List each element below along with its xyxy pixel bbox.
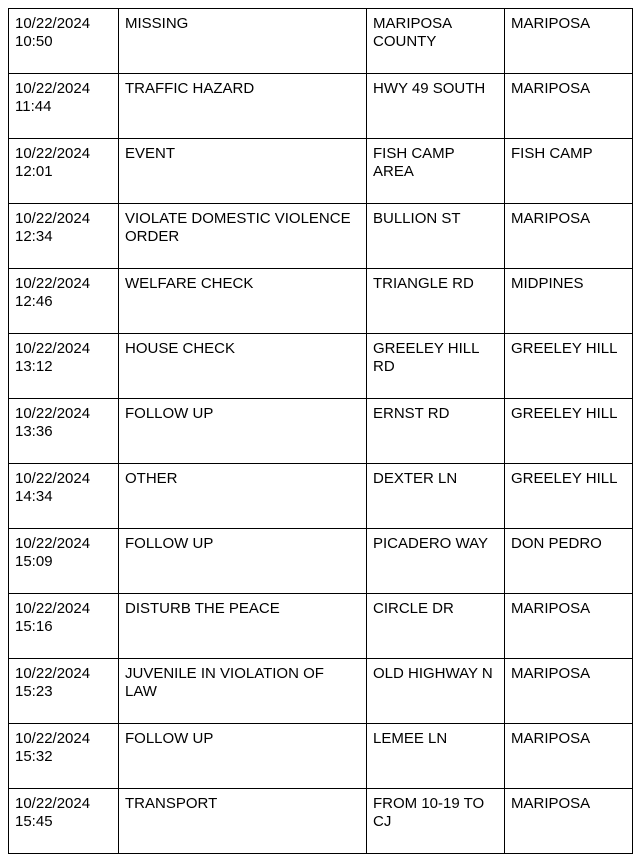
cell-location: LEMEE LN bbox=[367, 724, 505, 789]
cell-location: CIRCLE DR bbox=[367, 594, 505, 659]
table-row: 10/22/2024 11:44TRAFFIC HAZARDHWY 49 SOU… bbox=[9, 74, 633, 139]
cell-datetime: 10/22/2024 15:09 bbox=[9, 529, 119, 594]
cell-datetime: 10/22/2024 12:46 bbox=[9, 269, 119, 334]
cell-incident: FOLLOW UP bbox=[119, 399, 367, 464]
table-row: 10/22/2024 15:09FOLLOW UPPICADERO WAYDON… bbox=[9, 529, 633, 594]
cell-city: MARIPOSA bbox=[505, 724, 633, 789]
cell-incident: TRAFFIC HAZARD bbox=[119, 74, 367, 139]
cell-location: GREELEY HILL RD bbox=[367, 334, 505, 399]
table-row: 10/22/2024 15:16DISTURB THE PEACECIRCLE … bbox=[9, 594, 633, 659]
cell-incident: MISSING bbox=[119, 9, 367, 74]
table-row: 10/22/2024 10:50MISSINGMARIPOSA COUNTYMA… bbox=[9, 9, 633, 74]
table-row: 10/22/2024 12:01EVENTFISH CAMP AREAFISH … bbox=[9, 139, 633, 204]
cell-datetime: 10/22/2024 10:50 bbox=[9, 9, 119, 74]
cell-city: MARIPOSA bbox=[505, 74, 633, 139]
table-row: 10/22/2024 12:34VIOLATE DOMESTIC VIOLENC… bbox=[9, 204, 633, 269]
cell-incident: FOLLOW UP bbox=[119, 529, 367, 594]
cell-location: OLD HIGHWAY N bbox=[367, 659, 505, 724]
table-row: 10/22/2024 14:34OTHERDEXTER LNGREELEY HI… bbox=[9, 464, 633, 529]
cell-incident: WELFARE CHECK bbox=[119, 269, 367, 334]
cell-datetime: 10/22/2024 15:23 bbox=[9, 659, 119, 724]
cell-city: MIDPINES bbox=[505, 269, 633, 334]
table-row: 10/22/2024 13:12HOUSE CHECKGREELEY HILL … bbox=[9, 334, 633, 399]
cell-incident: DISTURB THE PEACE bbox=[119, 594, 367, 659]
cell-datetime: 10/22/2024 15:32 bbox=[9, 724, 119, 789]
cell-location: ERNST RD bbox=[367, 399, 505, 464]
cell-city: MARIPOSA bbox=[505, 659, 633, 724]
cell-location: FROM 10-19 TO CJ bbox=[367, 789, 505, 854]
cell-city: GREELEY HILL bbox=[505, 464, 633, 529]
cell-datetime: 10/22/2024 13:36 bbox=[9, 399, 119, 464]
cell-incident: EVENT bbox=[119, 139, 367, 204]
cell-incident: TRANSPORT bbox=[119, 789, 367, 854]
cell-location: DEXTER LN bbox=[367, 464, 505, 529]
cell-datetime: 10/22/2024 12:34 bbox=[9, 204, 119, 269]
cell-incident: HOUSE CHECK bbox=[119, 334, 367, 399]
cell-datetime: 10/22/2024 14:34 bbox=[9, 464, 119, 529]
cell-city: MARIPOSA bbox=[505, 204, 633, 269]
cell-location: HWY 49 SOUTH bbox=[367, 74, 505, 139]
cell-incident: FOLLOW UP bbox=[119, 724, 367, 789]
cell-city: FISH CAMP bbox=[505, 139, 633, 204]
table-row: 10/22/2024 15:32FOLLOW UPLEMEE LNMARIPOS… bbox=[9, 724, 633, 789]
cell-incident: VIOLATE DOMESTIC VIOLENCE ORDER bbox=[119, 204, 367, 269]
table-row: 10/22/2024 15:23JUVENILE IN VIOLATION OF… bbox=[9, 659, 633, 724]
cell-incident: OTHER bbox=[119, 464, 367, 529]
cell-location: PICADERO WAY bbox=[367, 529, 505, 594]
cell-location: FISH CAMP AREA bbox=[367, 139, 505, 204]
cell-datetime: 10/22/2024 12:01 bbox=[9, 139, 119, 204]
cell-city: DON PEDRO bbox=[505, 529, 633, 594]
incident-log-table: 10/22/2024 10:50MISSINGMARIPOSA COUNTYMA… bbox=[8, 8, 633, 854]
table-row: 10/22/2024 12:46WELFARE CHECKTRIANGLE RD… bbox=[9, 269, 633, 334]
incident-log-tbody: 10/22/2024 10:50MISSINGMARIPOSA COUNTYMA… bbox=[9, 9, 633, 854]
cell-city: MARIPOSA bbox=[505, 9, 633, 74]
cell-incident: JUVENILE IN VIOLATION OF LAW bbox=[119, 659, 367, 724]
table-row: 10/22/2024 13:36FOLLOW UPERNST RDGREELEY… bbox=[9, 399, 633, 464]
cell-city: GREELEY HILL bbox=[505, 399, 633, 464]
cell-datetime: 10/22/2024 15:45 bbox=[9, 789, 119, 854]
cell-location: TRIANGLE RD bbox=[367, 269, 505, 334]
cell-city: MARIPOSA bbox=[505, 789, 633, 854]
cell-datetime: 10/22/2024 13:12 bbox=[9, 334, 119, 399]
cell-city: GREELEY HILL bbox=[505, 334, 633, 399]
cell-datetime: 10/22/2024 15:16 bbox=[9, 594, 119, 659]
cell-city: MARIPOSA bbox=[505, 594, 633, 659]
table-row: 10/22/2024 15:45TRANSPORTFROM 10-19 TO C… bbox=[9, 789, 633, 854]
cell-location: BULLION ST bbox=[367, 204, 505, 269]
cell-location: MARIPOSA COUNTY bbox=[367, 9, 505, 74]
cell-datetime: 10/22/2024 11:44 bbox=[9, 74, 119, 139]
